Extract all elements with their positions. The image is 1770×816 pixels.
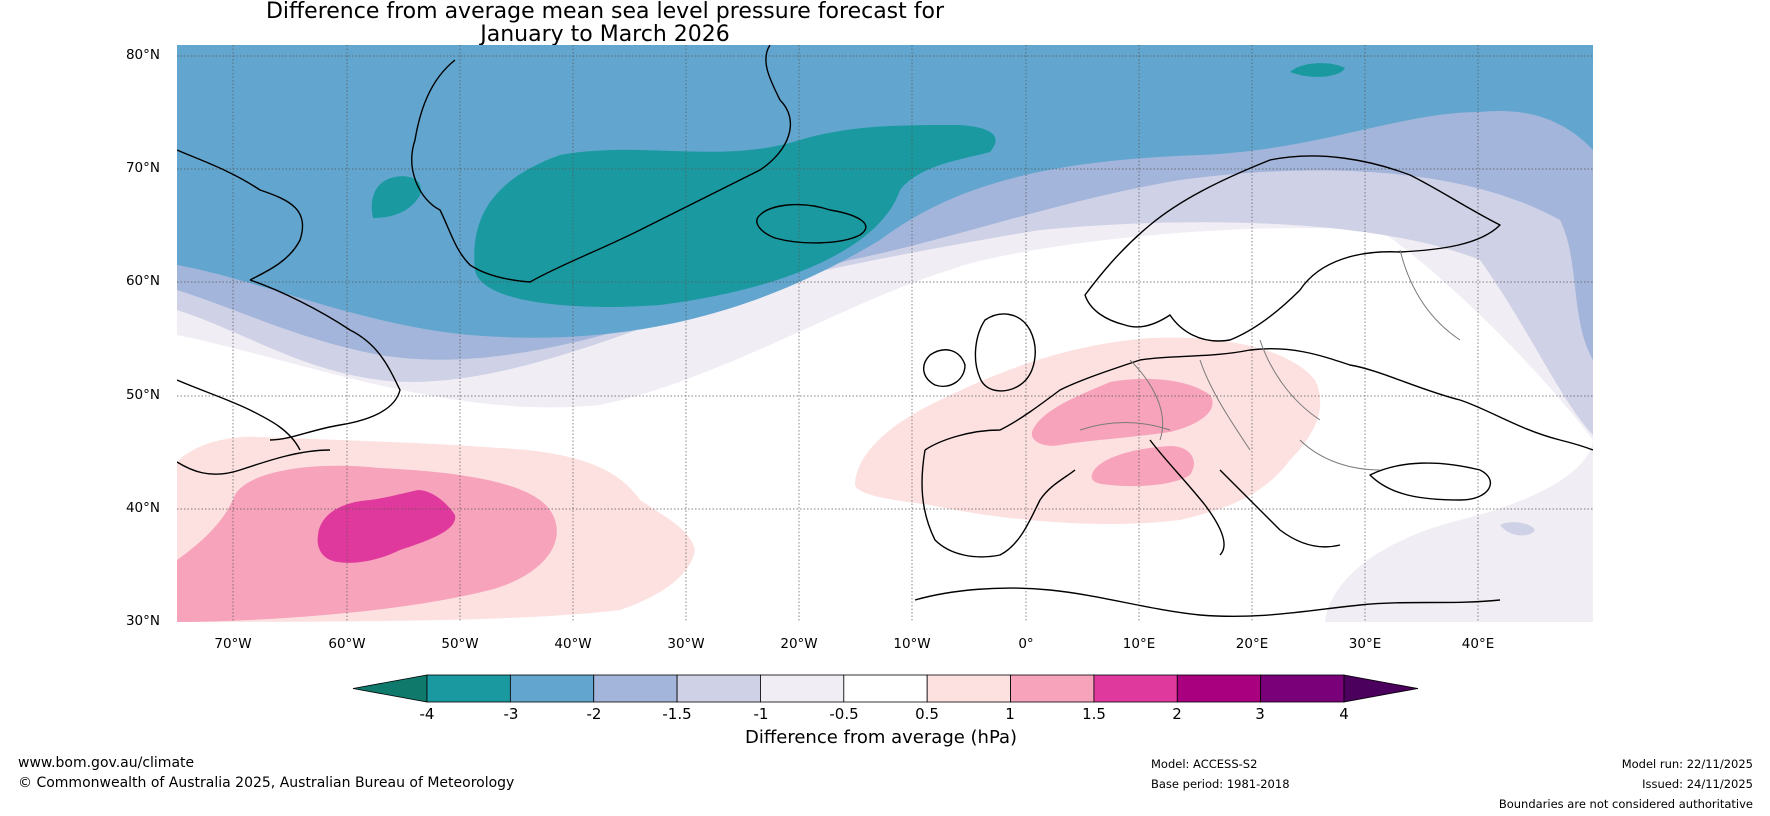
europe-mainland-coast — [924, 347, 1593, 451]
anomaly-positive-west-1.5 — [317, 490, 456, 563]
lon-label-20e: 20°E — [1235, 636, 1269, 652]
colorbar-tick-label: -4 — [419, 705, 435, 723]
colorbar-tick-label: -1 — [753, 705, 769, 723]
lat-label-80n: 80°N — [125, 47, 160, 63]
british-isles-coast — [974, 313, 1036, 392]
italy-coast — [1149, 439, 1225, 556]
lat-label-50n: 50°N — [125, 387, 160, 403]
lat-label-30n: 30°N — [125, 613, 160, 629]
hudson-bay-coast — [177, 379, 301, 451]
colorbar-swatch — [926, 674, 1011, 703]
colorbar-swatch — [760, 674, 845, 703]
footer-website: www.bom.gov.au/climate — [18, 755, 195, 771]
anomaly-patch-minus-3-northeast — [1290, 63, 1345, 77]
lon-label-0: 0° — [1018, 636, 1034, 652]
colorbar-swatch — [1176, 674, 1262, 703]
anomaly-positive-europe-1-south — [1091, 446, 1194, 487]
coastlines — [177, 45, 1593, 618]
lon-label-50w: 50°W — [441, 636, 479, 652]
country-borders — [1079, 249, 1461, 471]
colorbar-swatch — [1093, 674, 1178, 703]
lon-label-10e: 10°E — [1122, 636, 1156, 652]
anomaly-band-minus-3 — [474, 125, 996, 307]
scandinavia-coast — [1084, 155, 1501, 342]
lon-gridlines — [232, 45, 1479, 622]
anomaly-patch-minus-1-east — [1500, 522, 1535, 536]
lon-label-40e: 40°E — [1461, 636, 1495, 652]
colorbar-tick-label: 3 — [1255, 705, 1265, 723]
balkans-coast — [1219, 469, 1341, 548]
colorbar-swatch — [509, 674, 595, 703]
nova-scotia-coast — [177, 449, 331, 475]
colorbar-swatch — [426, 674, 511, 703]
footer-model: Model: ACCESS-S2 — [1151, 757, 1258, 771]
lon-label-30e: 30°E — [1348, 636, 1382, 652]
map-title-line-1: Difference from average mean sea level p… — [265, 0, 945, 24]
colorbar-extend-high — [1343, 674, 1419, 703]
colorbar-tick-label: -1.5 — [662, 705, 692, 723]
colorbar-tick-label: 2 — [1172, 705, 1182, 723]
map-title-line-2: January to March 2026 — [480, 22, 730, 47]
greenland-coast — [411, 45, 791, 283]
lon-label-30w: 30°W — [667, 636, 705, 652]
footer-model-run: Model run: 22/11/2025 — [1621, 757, 1753, 771]
ireland-coast — [923, 349, 966, 387]
lon-label-10w: 10°W — [893, 636, 931, 652]
lon-label-60w: 60°W — [328, 636, 366, 652]
map-plot-area — [177, 45, 1593, 622]
footer-disclaimer: Boundaries are not considered authoritat… — [1498, 797, 1753, 811]
lon-label-70w: 70°W — [214, 636, 252, 652]
footer-base-period: Base period: 1981-2018 — [1151, 777, 1290, 791]
lat-label-60n: 60°N — [125, 273, 160, 289]
colorbar-tick-label: -2 — [586, 705, 602, 723]
footer-issued: Issued: 24/11/2025 — [1642, 777, 1753, 791]
labrador-coast — [249, 279, 401, 441]
lat-label-40n: 40°N — [125, 500, 160, 516]
lon-label-40w: 40°W — [554, 636, 592, 652]
lon-label-20w: 20°W — [780, 636, 818, 652]
colorbar-tick-label: 0.5 — [915, 705, 939, 723]
baffin-coast — [177, 149, 304, 281]
colorbar-tick-label: 4 — [1339, 705, 1349, 723]
colorbar-swatch — [676, 674, 761, 703]
colorbar-swatch — [593, 674, 678, 703]
africa-coast — [914, 587, 1501, 618]
colorbar-tick-label: 1.5 — [1082, 705, 1106, 723]
iberia-coast — [921, 449, 1076, 558]
black-sea-coast — [1369, 462, 1492, 501]
colorbar-tick-label: -3 — [503, 705, 519, 723]
colorbar-label: Difference from average (hPa) — [745, 727, 1018, 748]
lat-label-70n: 70°N — [125, 160, 160, 176]
colorbar-tick-label: 1 — [1005, 705, 1015, 723]
colorbar-swatch — [1260, 674, 1345, 703]
colorbar-swatch — [1010, 674, 1095, 703]
footer-copyright: © Commonwealth of Australia 2025, Austra… — [18, 775, 515, 791]
iceland-coast — [756, 203, 867, 244]
colorbar — [352, 674, 1419, 703]
anomaly-patch-minus-3-west — [371, 176, 421, 218]
colorbar-extend-low — [352, 674, 428, 703]
colorbar-tick-label: -0.5 — [829, 705, 859, 723]
colorbar-swatch — [843, 674, 928, 703]
